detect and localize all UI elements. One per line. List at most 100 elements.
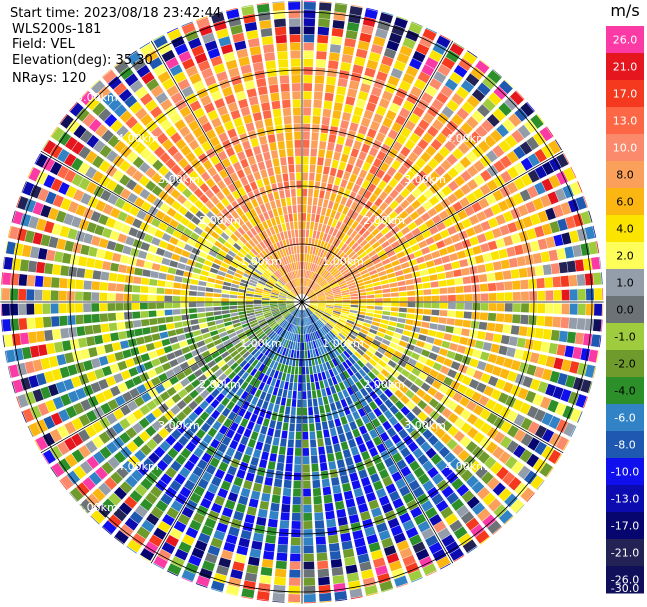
velocity-gate (374, 197, 383, 207)
velocity-gate (327, 200, 334, 210)
velocity-gate (258, 332, 266, 340)
velocity-gate (279, 215, 285, 224)
velocity-gate (372, 317, 381, 323)
velocity-gate (513, 444, 526, 458)
velocity-gate (313, 91, 323, 100)
velocity-gate (104, 250, 114, 261)
velocity-gate (405, 526, 419, 539)
velocity-gate (435, 178, 447, 189)
velocity-gate (569, 181, 582, 196)
velocity-gate (170, 176, 181, 188)
velocity-gate (432, 362, 443, 372)
velocity-gate (496, 292, 505, 301)
velocity-gate (479, 243, 490, 253)
velocity-gate (92, 270, 102, 280)
velocity-gate (305, 358, 309, 367)
velocity-gate (211, 245, 220, 253)
velocity-gate (172, 302, 181, 308)
velocity-gate (221, 310, 230, 315)
velocity-gate (261, 492, 271, 502)
velocity-gate (214, 240, 223, 249)
velocity-gate (313, 406, 320, 415)
velocity-gate (317, 347, 322, 356)
velocity-gate (297, 196, 302, 205)
velocity-gate (59, 480, 68, 491)
velocity-gate (253, 188, 261, 198)
velocity-gate (42, 432, 56, 447)
velocity-gate (358, 368, 367, 378)
velocity-gate (349, 472, 359, 482)
velocity-gate (459, 396, 470, 407)
velocity-gate (490, 203, 502, 215)
velocity-gate (350, 230, 358, 239)
velocity-gate (143, 361, 154, 371)
velocity-gate (334, 298, 343, 301)
velocity-gate (287, 314, 293, 322)
velocity-gate (576, 274, 586, 286)
velocity-gate (443, 217, 454, 228)
velocity-gate (91, 313, 100, 323)
velocity-gate (188, 302, 197, 308)
velocity-gate (169, 336, 179, 344)
velocity-gate (161, 541, 176, 555)
velocity-gate (474, 254, 485, 264)
velocity-gate (430, 316, 439, 323)
velocity-gate (310, 302, 318, 304)
velocity-gate (548, 174, 561, 189)
velocity-gate (369, 390, 378, 400)
velocity-gate (218, 373, 227, 382)
velocity-gate (259, 278, 267, 284)
velocity-gate (86, 371, 97, 383)
velocity-gate (286, 303, 295, 307)
velocity-gate (422, 480, 435, 492)
velocity-gate (443, 237, 453, 246)
azimuth-spoke (40, 301, 303, 454)
velocity-gate (244, 572, 258, 583)
velocity-gate (509, 91, 524, 106)
velocity-gate (214, 431, 225, 442)
velocity-gate (577, 181, 583, 193)
velocity-gate (374, 351, 384, 359)
velocity-gate (309, 366, 313, 375)
velocity-gate (463, 136, 476, 149)
velocity-gate (379, 343, 389, 351)
velocity-gate (415, 435, 426, 447)
velocity-gate (471, 481, 485, 494)
velocity-gate (125, 413, 138, 425)
velocity-gate (342, 304, 351, 307)
velocity-gate (407, 296, 416, 302)
velocity-gate (144, 541, 159, 554)
velocity-gate (210, 11, 223, 16)
velocity-gate (479, 283, 489, 292)
velocity-gate (190, 279, 199, 285)
velocity-gate (193, 447, 204, 458)
velocity-gate (278, 302, 286, 305)
velocity-gate (57, 441, 70, 456)
velocity-gate (303, 577, 316, 586)
velocity-gate (48, 383, 59, 397)
velocity-gate (537, 381, 549, 394)
velocity-gate (67, 390, 79, 403)
velocity-gate (341, 308, 350, 312)
velocity-gate (297, 399, 302, 408)
velocity-gate (502, 210, 514, 223)
velocity-gate (368, 541, 381, 553)
velocity-gate (270, 445, 279, 454)
velocity-gate (487, 353, 498, 364)
velocity-gate (260, 566, 273, 576)
velocity-gate (276, 250, 282, 259)
velocity-gate (331, 285, 340, 291)
velocity-gate (394, 364, 404, 373)
velocity-gate (22, 408, 35, 423)
velocity-gate (210, 184, 221, 195)
velocity-gate (42, 290, 51, 301)
velocity-gate (288, 10, 301, 19)
range-ring-label: 5.00km (76, 501, 118, 514)
velocity-gate (258, 264, 266, 272)
velocity-gate (310, 315, 315, 323)
velocity-gate (340, 352, 348, 361)
velocity-gate (207, 483, 219, 494)
velocity-gate (245, 296, 254, 300)
velocity-gate (351, 114, 361, 125)
velocity-gate (347, 377, 355, 386)
